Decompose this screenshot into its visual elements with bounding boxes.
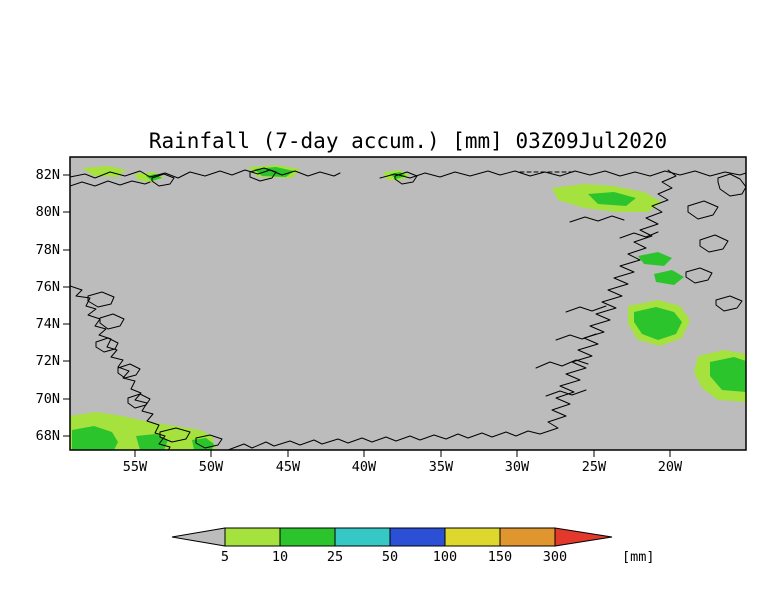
colorbar-segment <box>444 527 501 547</box>
x-tick-label: 45W <box>276 459 301 475</box>
fjord-line <box>565 305 607 313</box>
colorbar-labels: 5 10 25 50 100 150 300 [mm] <box>221 549 655 565</box>
colorbar-tick-label: 25 <box>327 549 343 565</box>
colorbar-segment <box>334 527 391 547</box>
coastline-path <box>70 180 151 187</box>
fjord-line <box>545 389 587 397</box>
coastline-path <box>539 169 677 435</box>
colorbar-segment <box>499 527 556 547</box>
x-tick-label: 40W <box>352 459 377 475</box>
rain-patch-green <box>710 357 746 392</box>
map-border <box>69 156 747 451</box>
fjord-line <box>569 215 625 223</box>
island-contour <box>685 267 713 284</box>
fjord-line <box>535 359 589 369</box>
island-contour <box>195 434 223 449</box>
y-tick-label: 80N <box>36 204 60 220</box>
fjord-line <box>619 231 659 239</box>
x-axis <box>134 450 671 457</box>
colorbar-arrow-left <box>171 527 226 547</box>
rain-patch-light <box>82 166 126 177</box>
colorbar-unit-label: [mm] <box>622 549 655 565</box>
island-contour <box>127 393 151 409</box>
coastline-path <box>70 285 171 450</box>
y-tick-label: 70N <box>36 391 60 407</box>
coastline-path <box>70 169 341 179</box>
y-tick-label: 78N <box>36 242 60 258</box>
colorbar-tick-label: 300 <box>543 549 567 565</box>
x-tick-label: 30W <box>505 459 530 475</box>
colorbar-tick-label: 50 <box>382 549 398 565</box>
rain-patch-green <box>634 307 682 340</box>
x-axis-labels: 55W 50W 45W 40W 35W 30W 25W 20W <box>123 459 683 475</box>
coastline-path <box>379 170 746 179</box>
colorbar-segment <box>224 527 281 547</box>
island-contour <box>151 173 175 187</box>
y-tick-label: 76N <box>36 279 60 295</box>
y-tick-label: 72N <box>36 353 60 369</box>
rain-patch-green <box>588 192 636 206</box>
x-tick-label: 50W <box>199 459 224 475</box>
colorbar-tick-label: 5 <box>221 549 229 565</box>
island-contour <box>159 427 191 443</box>
island-contour <box>717 173 746 197</box>
island-contour <box>95 337 119 353</box>
colorbar-segment <box>279 527 336 547</box>
island-contour <box>87 291 115 308</box>
colorbar-segment <box>389 527 446 547</box>
island-contour <box>699 234 729 253</box>
island-contour <box>249 167 277 182</box>
island-contour <box>715 295 743 312</box>
coastlines <box>70 167 746 450</box>
fjord-line <box>555 333 597 341</box>
colorbar-arrow-right <box>554 527 613 547</box>
x-tick-label: 25W <box>582 459 607 475</box>
colorbar-tick-label: 100 <box>433 549 457 565</box>
island-contour <box>117 363 141 379</box>
island-contour <box>99 313 125 330</box>
y-tick-label: 82N <box>36 167 60 183</box>
y-axis-labels: 82N 80N 78N 76N 74N 72N 70N 68N <box>36 167 60 444</box>
rain-patch-green <box>638 252 672 266</box>
rain-patch-green <box>136 434 168 450</box>
colorbar <box>171 527 613 547</box>
x-tick-label: 55W <box>123 459 148 475</box>
colorbar-tick-label: 10 <box>272 549 288 565</box>
island-contour <box>687 200 719 220</box>
y-tick-label: 68N <box>36 428 60 444</box>
rain-patches <box>70 165 746 450</box>
rain-patch-green <box>72 426 118 450</box>
y-axis <box>63 174 70 437</box>
y-tick-label: 74N <box>36 316 60 332</box>
colorbar-tick-label: 150 <box>488 549 512 565</box>
rain-patch-green <box>654 270 684 285</box>
chart-title: Rainfall (7-day accum.) [mm] 03Z09Jul202… <box>149 129 667 153</box>
island-contour <box>394 171 418 185</box>
x-tick-label: 35W <box>429 459 454 475</box>
coastline-path <box>227 430 541 450</box>
x-tick-label: 20W <box>658 459 683 475</box>
